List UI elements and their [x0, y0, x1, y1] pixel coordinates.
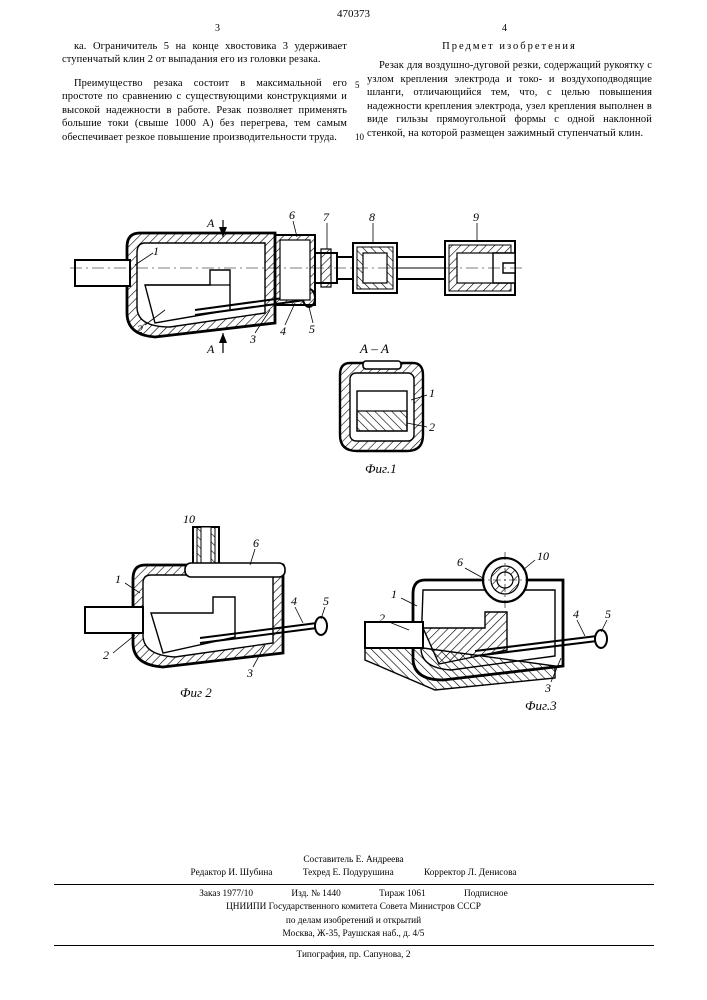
svg-text:3: 3 — [249, 332, 256, 346]
claim-title: Предмет изобретения — [367, 40, 652, 53]
svg-text:1: 1 — [153, 244, 159, 258]
svg-text:6: 6 — [457, 555, 463, 569]
svg-text:5: 5 — [323, 594, 329, 608]
svg-text:6: 6 — [289, 208, 295, 222]
svg-text:3: 3 — [544, 681, 551, 695]
section-mark-top: А — [206, 216, 215, 230]
svg-text:2: 2 — [429, 420, 435, 434]
fig3-label: Фиг.3 — [525, 698, 557, 713]
footer-compiler: Составитель Е. Андреева — [0, 854, 707, 867]
footer-podpisnoe: Подписное — [464, 888, 508, 901]
fig1-label: Фиг.1 — [365, 461, 397, 476]
section-aa-label: А – А — [359, 341, 389, 356]
svg-text:2: 2 — [137, 322, 143, 336]
svg-text:4: 4 — [573, 607, 579, 621]
left-p2: Преимущество резака состоит в максимальн… — [62, 77, 347, 144]
footer-tirazh: Тираж 1061 — [379, 888, 426, 901]
svg-text:1: 1 — [429, 386, 435, 400]
margin-num-right: 4 — [502, 23, 507, 34]
svg-text:7: 7 — [323, 210, 330, 224]
line-num-10: 10 — [355, 132, 364, 142]
svg-text:8: 8 — [369, 210, 375, 224]
fig2: 10 6 1 2 3 4 5 Фиг 2 — [85, 512, 329, 700]
svg-text:6: 6 — [253, 536, 259, 550]
footer-org2: по делам изобретений и открытий — [0, 915, 707, 928]
svg-text:10: 10 — [183, 512, 195, 526]
right-column: Предмет изобретения Резак для воздушно-д… — [367, 40, 652, 144]
svg-text:1: 1 — [391, 587, 397, 601]
footer-corrector: Корректор Л. Денисова — [424, 867, 516, 880]
fig1-section: А – А 1 2 Фиг.1 — [340, 341, 435, 476]
svg-text:5: 5 — [605, 607, 611, 621]
right-p1: Резак для воздушно-дуговой резки, содерж… — [367, 59, 652, 140]
svg-text:1: 1 — [115, 572, 121, 586]
left-p1: ка. Ограничитель 5 на конце хвостовика 3… — [62, 40, 347, 67]
svg-text:9: 9 — [473, 210, 479, 224]
svg-text:2: 2 — [103, 648, 109, 662]
footer-editor: Редактор И. Шубина — [191, 867, 273, 880]
fig3: 10 6 1 2 3 4 5 Фиг.3 — [365, 549, 611, 713]
footer-techred: Техред Е. Подурушина — [303, 867, 394, 880]
svg-text:10: 10 — [537, 549, 549, 563]
footer-addr: Москва, Ж-35, Раушская наб., д. 4/5 — [0, 928, 707, 941]
svg-text:4: 4 — [280, 324, 286, 338]
footer-typography: Типография, пр. Сапунова, 2 — [0, 949, 707, 962]
figures-area: А А 1 2 3 4 5 6 7 8 9 А – А 1 2 Фиг.1 — [55, 205, 655, 806]
footer-org1: ЦНИИПИ Государственного комитета Совета … — [0, 901, 707, 914]
footer-izd: Изд. № 1440 — [291, 888, 340, 901]
svg-text:5: 5 — [309, 322, 315, 336]
svg-text:2: 2 — [379, 611, 385, 625]
svg-text:3: 3 — [246, 666, 253, 680]
footer: Составитель Е. Андреева Редактор И. Шуби… — [0, 854, 707, 962]
line-num-5: 5 — [355, 80, 360, 90]
svg-text:4: 4 — [291, 594, 297, 608]
doc-number: 470373 — [337, 8, 370, 20]
fig1-main: А А 1 2 3 4 5 6 7 8 9 — [70, 208, 523, 356]
margin-num-left: 3 — [215, 23, 220, 34]
footer-order: Заказ 1977/10 — [199, 888, 253, 901]
section-mark-bot: А — [206, 342, 215, 356]
left-column: ка. Ограничитель 5 на конце хвостовика 3… — [62, 40, 347, 148]
fig2-label: Фиг 2 — [180, 685, 212, 700]
